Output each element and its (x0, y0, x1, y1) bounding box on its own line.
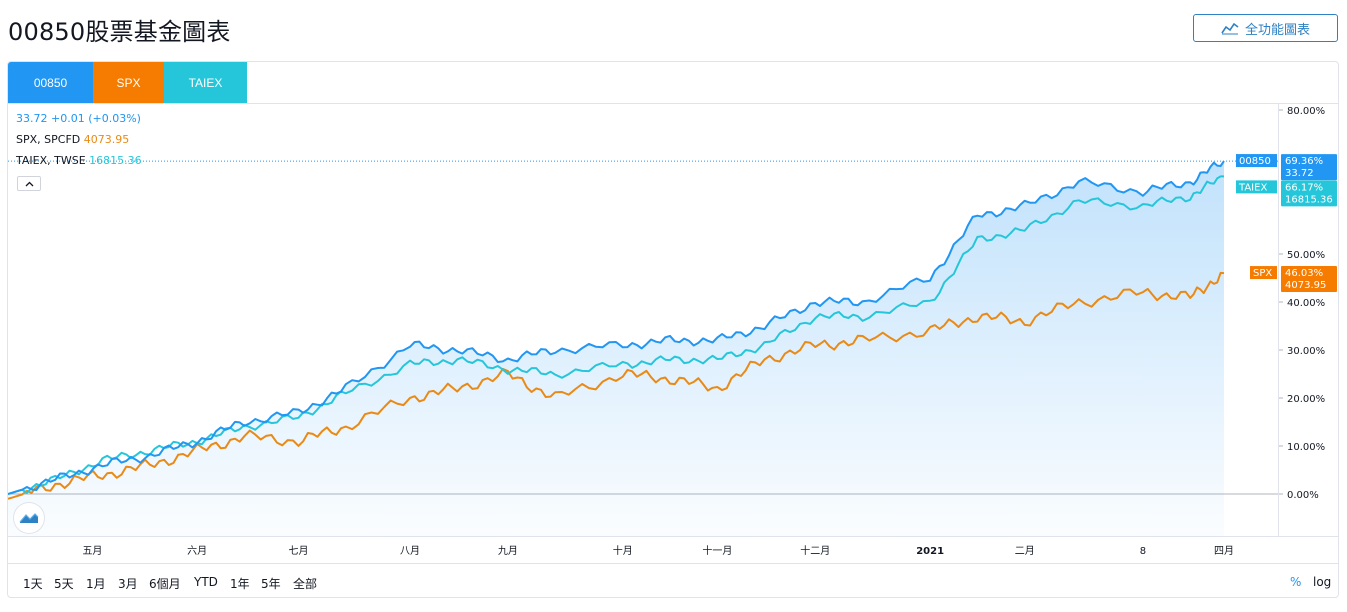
price-label-box (1281, 154, 1337, 181)
price-label-spx: 46.03%4073.95 (1281, 266, 1337, 293)
legend-taiex: TAIEX, TWSE 16815.36 (16, 154, 142, 175)
legend-main: 33.72 +0.01 (+0.03%) (16, 112, 142, 133)
log-scale-button[interactable]: log (1313, 575, 1332, 589)
x-tick-label: 五月 (82, 545, 102, 557)
x-tick-label: 十二月 (800, 544, 830, 557)
full-chart-button[interactable]: 全功能圖表 (1193, 14, 1338, 42)
tab-spx[interactable]: SPX (93, 62, 164, 103)
price-label-00850: 69.36%33.72 (1281, 154, 1337, 181)
chevron-up-icon (25, 181, 33, 186)
page-title: 00850股票基金圖表 (8, 18, 231, 46)
legend-main-value: 33.72 (16, 112, 48, 125)
chart-line-icon (1221, 22, 1239, 35)
price-chart-svg: 00850 TAIEX SPX (8, 154, 1278, 536)
plot-area[interactable]: 00850 TAIEX SPX (8, 103, 1278, 536)
legend-collapse-button[interactable] (17, 176, 41, 191)
x-tick-label: 8 (1140, 546, 1146, 557)
range-toolbar: 1天 5天 1月 3月 6個月 YTD 1年 5年 全部 % log (8, 563, 1338, 597)
range-5d-button[interactable]: 5天 (54, 577, 74, 591)
price-label-pct: 69.36% (1285, 156, 1323, 167)
y-tick-label: 40.00% (1287, 298, 1325, 309)
y-tick-label: 30.00% (1287, 346, 1325, 357)
legend-main-change: +0.01 (+0.03%) (51, 112, 141, 125)
symbol-label-spx: SPX (1250, 266, 1277, 280)
legend-spx-value: 4073.95 (83, 133, 130, 146)
symbol-label-box (1250, 266, 1277, 280)
percent-scale-button[interactable]: % (1290, 575, 1302, 589)
price-label-box (1281, 180, 1337, 207)
y-tick-label: 80.00% (1287, 106, 1325, 117)
price-label-price: 16815.36 (1285, 194, 1333, 205)
legend-spx-label: SPX, SPCFD (16, 133, 81, 146)
tradingview-logo-icon (19, 513, 39, 523)
price-label-price: 4073.95 (1285, 280, 1326, 291)
legend-spx: SPX, SPCFD 4073.95 (16, 133, 142, 154)
x-tick-label: 九月 (498, 545, 518, 557)
price-label-taiex: 66.17%16815.36 (1281, 180, 1337, 207)
time-axis[interactable]: 五月 六月 七月 八月 九月 十月 十一月 十二月 2021 二月 8 四月 (8, 536, 1338, 564)
range-1y-button[interactable]: 1年 (230, 577, 250, 591)
price-label-pct: 66.17% (1285, 182, 1323, 193)
x-tick-label: 八月 (400, 545, 420, 557)
symbol-label-box (1236, 180, 1277, 194)
y-tick-label: 20.00% (1287, 394, 1325, 405)
x-tick-label: 2021 (916, 546, 944, 557)
range-1m-button[interactable]: 1月 (86, 577, 106, 591)
symbol-tabs: 00850 SPX TAIEX (8, 62, 1338, 104)
range-ytd-button[interactable]: YTD (194, 575, 218, 589)
tradingview-logo[interactable] (14, 503, 44, 533)
symbol-label-text: 00850 (1239, 156, 1271, 167)
symbol-label-box (1236, 154, 1277, 168)
range-all-button[interactable]: 全部 (293, 577, 318, 591)
y-tick-label: 10.00% (1287, 442, 1325, 453)
symbol-label-text: TAIEX (1238, 182, 1267, 193)
range-1d-button[interactable]: 1天 (23, 577, 43, 591)
series-line-00850 (8, 160, 1225, 495)
range-5y-button[interactable]: 5年 (261, 577, 281, 591)
price-axis[interactable]: 80.00% 50.00% 40.00% 30.00% 20.00% 10.00% 0.00… (1278, 103, 1338, 536)
x-tick-label: 四月 (1214, 545, 1234, 557)
tab-00850[interactable]: 00850 (8, 62, 93, 103)
full-chart-label: 全功能圖表 (1244, 22, 1310, 38)
symbol-label-00850: 00850 (1236, 154, 1277, 168)
x-tick-label: 十月 (613, 544, 633, 557)
y-tick-label: 50.00% (1287, 250, 1325, 261)
chart-card: 00850 SPX TAIEX 00850 TAIEX SPX 33.72 +0.0… (7, 61, 1339, 598)
x-tick-label: 七月 (288, 545, 308, 557)
time-axis-svg: 五月 六月 七月 八月 九月 十月 十一月 十二月 2021 二月 8 四月 (82, 544, 1234, 557)
price-axis-svg: 80.00% 50.00% 40.00% 30.00% 20.00% 10.00% 0.00… (1279, 106, 1337, 501)
symbol-label-taiex: TAIEX (1236, 180, 1277, 194)
x-tick-label: 二月 (1015, 545, 1035, 557)
tab-taiex[interactable]: TAIEX (164, 62, 247, 103)
price-label-box (1281, 266, 1337, 293)
symbol-label-text: SPX (1253, 268, 1272, 279)
series-area-00850 (8, 161, 1224, 536)
y-tick-label: 0.00% (1287, 490, 1319, 501)
range-6m-button[interactable]: 6個月 (149, 577, 181, 591)
legend-taiex-label: TAIEX, TWSE (16, 154, 86, 167)
legend-taiex-value: 16815.36 (89, 154, 142, 167)
chart-legend: 33.72 +0.01 (+0.03%) SPX, SPCFD 4073.95 … (16, 112, 142, 175)
x-tick-label: 六月 (187, 545, 207, 557)
range-3m-button[interactable]: 3月 (118, 577, 138, 591)
price-label-pct: 46.03% (1285, 268, 1323, 279)
price-label-price: 33.72 (1285, 168, 1314, 179)
x-tick-label: 十一月 (702, 544, 732, 557)
